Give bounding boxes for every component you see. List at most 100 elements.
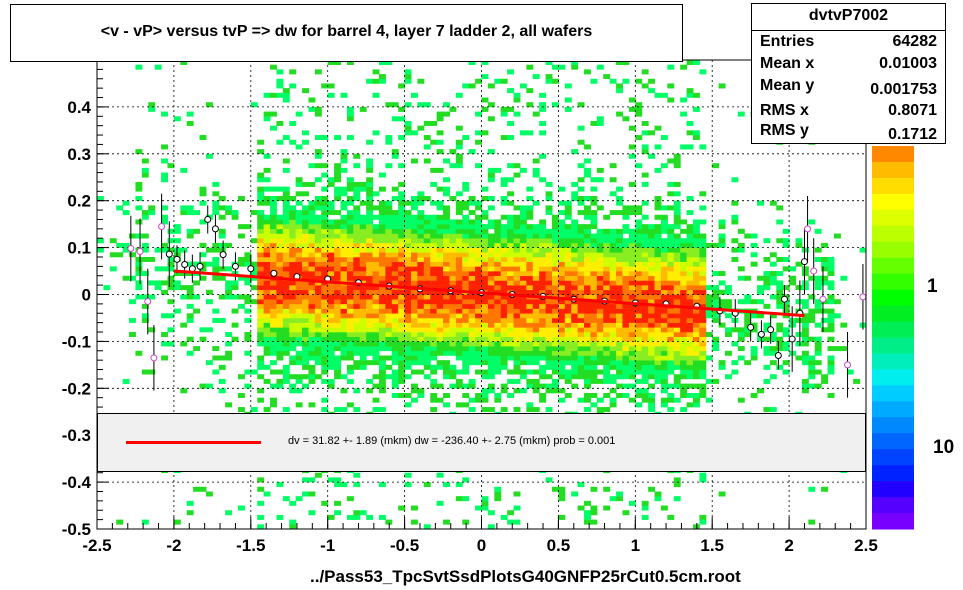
heatmap-cell <box>263 111 271 117</box>
heatmap-cell <box>692 247 700 253</box>
heatmap-cell <box>769 313 777 319</box>
heatmap-cell <box>244 261 252 267</box>
heatmap-cell <box>577 364 585 370</box>
heatmap-cell <box>302 219 309 225</box>
heatmap-cell <box>635 294 643 300</box>
heatmap-cell <box>571 369 579 375</box>
heatmap-cell <box>423 238 431 244</box>
heatmap-cell <box>289 271 297 277</box>
heatmap-cell <box>237 392 245 398</box>
heatmap-cell <box>635 210 643 216</box>
heatmap-cell <box>616 364 623 370</box>
heatmap-cell <box>340 256 348 262</box>
heatmap-cell <box>237 261 245 267</box>
heatmap-cell <box>795 242 803 248</box>
heatmap-cell <box>539 332 547 338</box>
heatmap-cell <box>577 482 585 488</box>
heatmap-cell <box>378 341 386 347</box>
heatmap-cell <box>712 242 720 248</box>
heatmap-cell <box>423 332 431 338</box>
heatmap-cell <box>436 322 444 328</box>
x-tick-label: 0.5 <box>547 536 571 555</box>
heatmap-cell <box>616 346 623 352</box>
heatmap-cell <box>532 271 540 277</box>
heatmap-cell <box>327 261 335 267</box>
heatmap-cell <box>596 275 604 281</box>
heatmap-cell <box>122 200 130 206</box>
heatmap-cell <box>558 289 566 295</box>
heatmap-cell <box>404 472 412 478</box>
heatmap-cell <box>699 369 707 375</box>
heatmap-cell <box>526 196 534 201</box>
heatmap-cell <box>346 261 354 267</box>
heatmap-cell <box>801 341 809 347</box>
heatmap-cell <box>475 256 482 262</box>
heatmap-cell <box>359 322 367 328</box>
heatmap-cell <box>648 346 656 352</box>
heatmap-cell <box>378 360 386 366</box>
heatmap-cell <box>430 181 438 187</box>
heatmap-cell <box>558 355 566 361</box>
heatmap-cell <box>590 374 598 380</box>
heatmap-cell <box>654 205 662 211</box>
heatmap-cell <box>481 238 489 244</box>
heatmap-cell <box>635 233 643 239</box>
heatmap-cell <box>244 252 252 258</box>
heatmap-cell <box>378 303 386 309</box>
heatmap-cell <box>462 247 470 253</box>
heatmap-cell <box>667 322 675 328</box>
heatmap-cell <box>276 341 284 347</box>
heatmap-cell <box>590 210 598 216</box>
heatmap-cell <box>532 317 540 323</box>
heatmap-cell <box>609 313 617 319</box>
heatmap-cell <box>513 369 521 375</box>
heatmap-cell <box>353 327 361 333</box>
heatmap-cell <box>327 332 335 338</box>
heatmap-cell <box>616 60 623 65</box>
heatmap-cell <box>577 256 585 262</box>
heatmap-cell <box>334 266 342 272</box>
heatmap-cell <box>673 242 681 248</box>
heatmap-cell <box>398 83 406 89</box>
heatmap-cell <box>449 374 457 380</box>
heatmap-cell <box>494 355 502 361</box>
heatmap-cell <box>372 308 380 314</box>
heatmap-cell <box>391 149 399 155</box>
heatmap-cell <box>308 341 316 347</box>
stat-value: 0.01003 <box>879 55 937 72</box>
heatmap-cell <box>340 261 348 267</box>
file-name-label: ../Pass53_TpcSvtSsdPlotsG40GNFP25rCut0.5… <box>310 567 741 586</box>
heatmap-cell <box>686 364 694 370</box>
heatmap-cell <box>135 186 143 192</box>
heatmap-cell <box>161 341 168 347</box>
heatmap-cell <box>500 256 508 262</box>
heatmap-cell <box>308 210 316 216</box>
heatmap-cell <box>180 205 188 211</box>
heatmap-cell <box>590 247 598 253</box>
heatmap-cell <box>366 167 374 173</box>
heatmap-cell <box>545 74 553 80</box>
heatmap-cell <box>250 299 258 305</box>
heatmap-cell <box>353 238 361 244</box>
heatmap-cell <box>276 214 284 220</box>
heatmap-cell <box>590 233 598 239</box>
heatmap-cell <box>205 261 213 267</box>
heatmap-cell <box>750 261 758 267</box>
heatmap-cell <box>500 355 508 361</box>
heatmap-cell <box>346 496 354 502</box>
heatmap-cell <box>398 378 406 384</box>
heatmap-cell <box>417 392 425 398</box>
heatmap-cell <box>628 238 636 244</box>
heatmap-cell <box>430 261 438 267</box>
heatmap-cell <box>532 383 540 389</box>
heatmap-cell <box>571 360 579 366</box>
heatmap-cell <box>475 214 482 220</box>
heatmap-cell <box>398 350 406 356</box>
heatmap-cell <box>526 88 534 94</box>
heatmap-cell <box>667 275 675 281</box>
heatmap-cell <box>660 317 668 323</box>
heatmap-cell <box>692 92 700 98</box>
heatmap-cell <box>699 336 707 342</box>
heatmap-cell <box>660 266 668 272</box>
heatmap-cell <box>680 350 688 356</box>
